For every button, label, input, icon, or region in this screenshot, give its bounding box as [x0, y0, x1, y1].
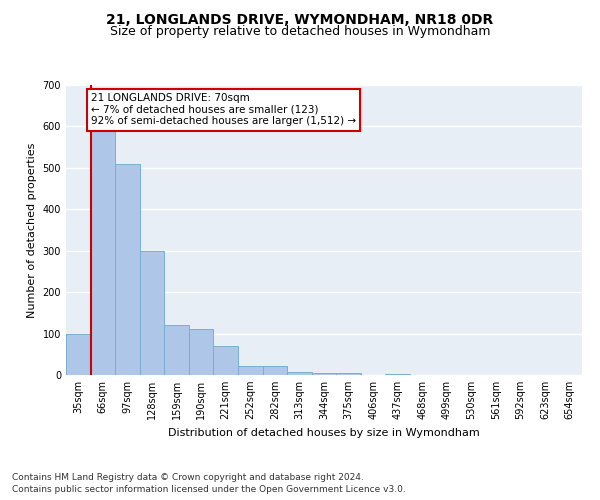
- Text: Contains public sector information licensed under the Open Government Licence v3: Contains public sector information licen…: [12, 485, 406, 494]
- Bar: [263, 366, 287, 375]
- Y-axis label: Number of detached properties: Number of detached properties: [27, 142, 37, 318]
- Bar: [164, 326, 189, 375]
- Bar: [91, 110, 115, 375]
- Bar: [238, 366, 263, 375]
- Bar: [312, 373, 336, 375]
- Text: Size of property relative to detached houses in Wymondham: Size of property relative to detached ho…: [110, 25, 490, 38]
- Bar: [214, 346, 238, 375]
- Bar: [385, 374, 410, 375]
- Text: 21, LONGLANDS DRIVE, WYMONDHAM, NR18 0DR: 21, LONGLANDS DRIVE, WYMONDHAM, NR18 0DR: [106, 12, 494, 26]
- Bar: [287, 372, 312, 375]
- Bar: [140, 250, 164, 375]
- X-axis label: Distribution of detached houses by size in Wymondham: Distribution of detached houses by size …: [168, 428, 480, 438]
- Text: 21 LONGLANDS DRIVE: 70sqm
← 7% of detached houses are smaller (123)
92% of semi-: 21 LONGLANDS DRIVE: 70sqm ← 7% of detach…: [91, 94, 356, 126]
- Bar: [336, 373, 361, 375]
- Bar: [189, 330, 214, 375]
- Text: Contains HM Land Registry data © Crown copyright and database right 2024.: Contains HM Land Registry data © Crown c…: [12, 472, 364, 482]
- Bar: [115, 164, 140, 375]
- Bar: [66, 334, 91, 375]
